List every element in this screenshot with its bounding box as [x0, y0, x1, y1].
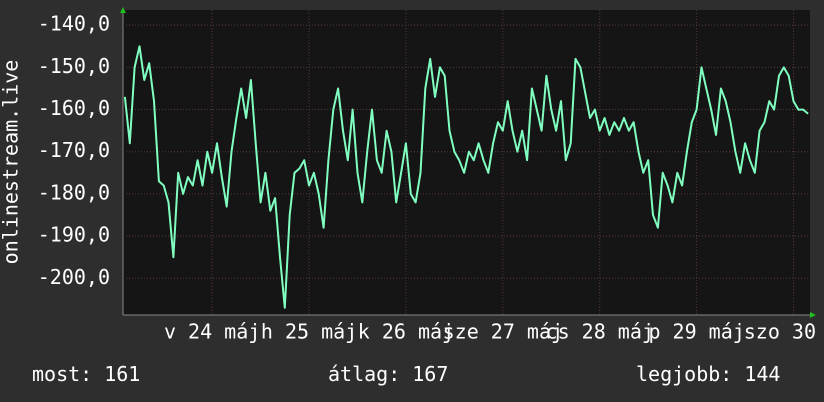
x-tick-label: v 24 máj [164, 320, 260, 344]
y-tick-label: -160,0 [38, 96, 110, 120]
y-tick-label: -170,0 [38, 138, 110, 162]
stat-value: 144 [744, 362, 780, 386]
x-tick-label: p 29 máj [648, 320, 744, 344]
data-line [123, 45, 809, 309]
stat-label: legjobb: [636, 362, 732, 386]
y-tick-label: -200,0 [38, 265, 110, 289]
y-tick-label: -180,0 [38, 180, 110, 204]
y-axis-label: onlinestream.live [0, 60, 23, 265]
x-tick-label: h 25 máj [261, 320, 357, 344]
stat: legjobb: 144 [636, 362, 780, 386]
stat-label: átlag: [328, 362, 400, 386]
x-tick-label: szo 30 [744, 320, 816, 344]
y-tick-label: -190,0 [38, 223, 110, 247]
stat: most: 161 [32, 362, 140, 386]
stat-label: most: [32, 362, 92, 386]
y-tick-label: -140,0 [38, 12, 110, 36]
y-arrow [120, 7, 126, 13]
x-arrow [810, 312, 816, 318]
x-tick-label: sze 27 máj [443, 320, 563, 344]
y-tick-label: -150,0 [38, 54, 110, 78]
stat: átlag: 167 [328, 362, 448, 386]
stat-value: 167 [412, 362, 448, 386]
x-tick-label: cs 28 máj [546, 320, 654, 344]
stat-value: 161 [104, 362, 140, 386]
x-tick-label: k 26 máj [358, 320, 454, 344]
